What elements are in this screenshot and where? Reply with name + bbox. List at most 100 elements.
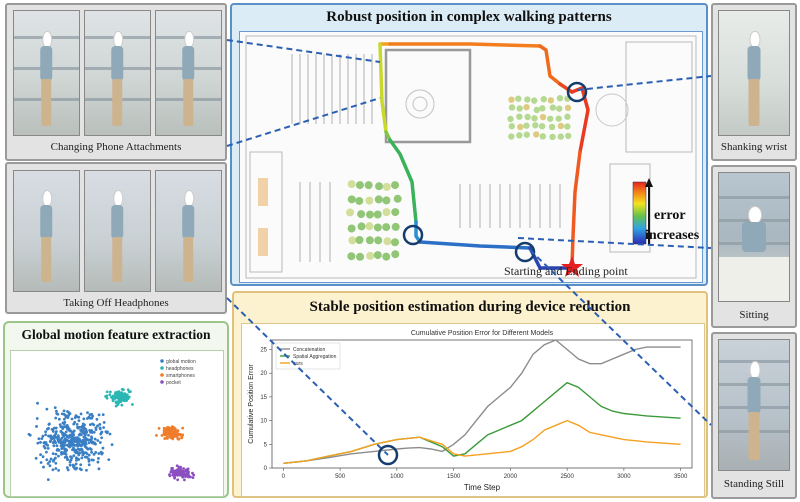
global-motion-point — [70, 417, 74, 421]
headphones-point — [117, 394, 121, 397]
global-motion-point — [107, 458, 111, 462]
global-motion-point — [77, 433, 81, 437]
global-motion-point — [82, 417, 86, 421]
global-motion-point — [92, 430, 96, 434]
pocket-point — [184, 473, 188, 477]
global-motion-point — [62, 417, 66, 421]
smartphones-point — [171, 437, 175, 441]
global-motion-point — [63, 420, 67, 424]
global-motion-point — [54, 430, 58, 433]
global-motion-point — [66, 458, 70, 461]
global-motion-point — [74, 462, 78, 466]
pocket-point — [184, 469, 188, 473]
shanking-wrist-panel: Shanking wrist — [711, 3, 797, 161]
global-motion-point — [57, 454, 60, 458]
global-motion-point — [96, 424, 99, 428]
global-motion-point — [98, 441, 102, 444]
global-motion-point — [45, 458, 49, 462]
smartphones-point — [171, 427, 174, 431]
floor-map: error increases Starting and Ending poin… — [239, 31, 703, 283]
global-motion-point — [79, 468, 83, 472]
chart-frame: Cumulative Position Error for Different … — [241, 323, 705, 497]
global-motion-point — [87, 463, 91, 467]
global-motion-point — [79, 412, 83, 416]
global-motion-point — [54, 452, 58, 456]
global-motion-point — [72, 454, 76, 458]
global-motion-point — [69, 444, 72, 448]
smartphones-point — [155, 434, 158, 437]
global-motion-point — [40, 437, 44, 441]
headphones-photo-2 — [84, 170, 151, 292]
x-tick-label: 3500 — [674, 474, 688, 480]
smartphones-point — [157, 426, 161, 430]
global-motion-point — [102, 426, 106, 429]
headphones-point — [131, 403, 134, 406]
series-line-ours — [283, 419, 681, 464]
global-motion-point — [84, 440, 88, 444]
pocket-cluster — [168, 464, 196, 482]
global-motion-point — [97, 467, 101, 471]
global-motion-point — [62, 434, 66, 437]
start-end-label: Starting and Ending point — [504, 264, 628, 278]
cumulative-error-chart: Cumulative Position Error for Different … — [248, 330, 693, 492]
global-motion-point — [87, 453, 91, 457]
global-motion-point — [72, 429, 76, 433]
error-label-1: error — [654, 208, 686, 223]
global-motion-cluster — [27, 401, 114, 482]
x-tick-label: 0 — [282, 474, 286, 480]
global-motion-point — [28, 433, 32, 437]
global-motion-point — [47, 426, 50, 430]
tsne-plot: global motion headphones smartphones pocket — [10, 350, 224, 497]
smartphones-point — [168, 433, 172, 437]
global-motion-point — [101, 413, 105, 417]
chart-panel-title: Stable position estimation during device… — [309, 299, 631, 315]
pocket-point — [179, 473, 183, 477]
global-motion-point — [66, 468, 70, 472]
global-motion-point — [80, 448, 83, 451]
global-motion-point — [51, 430, 55, 433]
pocket-point — [187, 473, 190, 477]
legend-entry: Concatenation — [293, 347, 325, 353]
global-motion-point — [89, 448, 93, 451]
global-motion-point — [76, 443, 80, 446]
global-motion-point — [54, 426, 58, 430]
global-motion-point — [34, 456, 38, 460]
global-motion-point — [71, 431, 75, 435]
global-motion-point — [75, 415, 79, 419]
series-line-spatial-aggregation — [283, 381, 681, 464]
global-motion-point — [68, 412, 72, 415]
legend-label: global motion — [166, 359, 196, 365]
global-motion-point — [87, 457, 91, 461]
global-motion-point — [90, 429, 94, 432]
global-motion-point — [36, 401, 39, 405]
global-motion-point — [86, 411, 89, 415]
attachment-photo-3 — [155, 10, 222, 136]
global-motion-point — [49, 434, 52, 438]
pocket-point — [171, 473, 175, 477]
global-motion-point — [47, 423, 51, 426]
global-motion-point — [72, 464, 76, 468]
global-motion-point — [57, 417, 61, 421]
global-motion-point — [88, 423, 92, 427]
global-motion-point — [100, 436, 104, 440]
global-motion-point — [75, 466, 79, 470]
global-motion-point — [63, 455, 67, 459]
global-motion-point — [79, 428, 82, 432]
global-motion-point — [86, 417, 89, 420]
sitting-photo — [718, 172, 790, 302]
headphones-panel: Taking Off Headphones — [5, 162, 227, 314]
headphones-point — [115, 401, 119, 405]
global-motion-point — [61, 425, 65, 429]
global-motion-point — [88, 413, 92, 417]
global-motion-point — [50, 437, 54, 441]
global-motion-point — [56, 434, 60, 438]
global-motion-point — [55, 409, 58, 413]
pocket-point — [191, 476, 195, 480]
shanking-wrist-caption: Shanking wrist — [720, 141, 788, 153]
x-tick-label: 2500 — [560, 474, 574, 480]
global-motion-point — [69, 459, 73, 462]
motion-feature-panel: Global motion feature extraction global … — [3, 321, 229, 498]
global-motion-point — [82, 441, 85, 445]
global-motion-point — [62, 409, 66, 413]
global-motion-point — [39, 440, 42, 444]
